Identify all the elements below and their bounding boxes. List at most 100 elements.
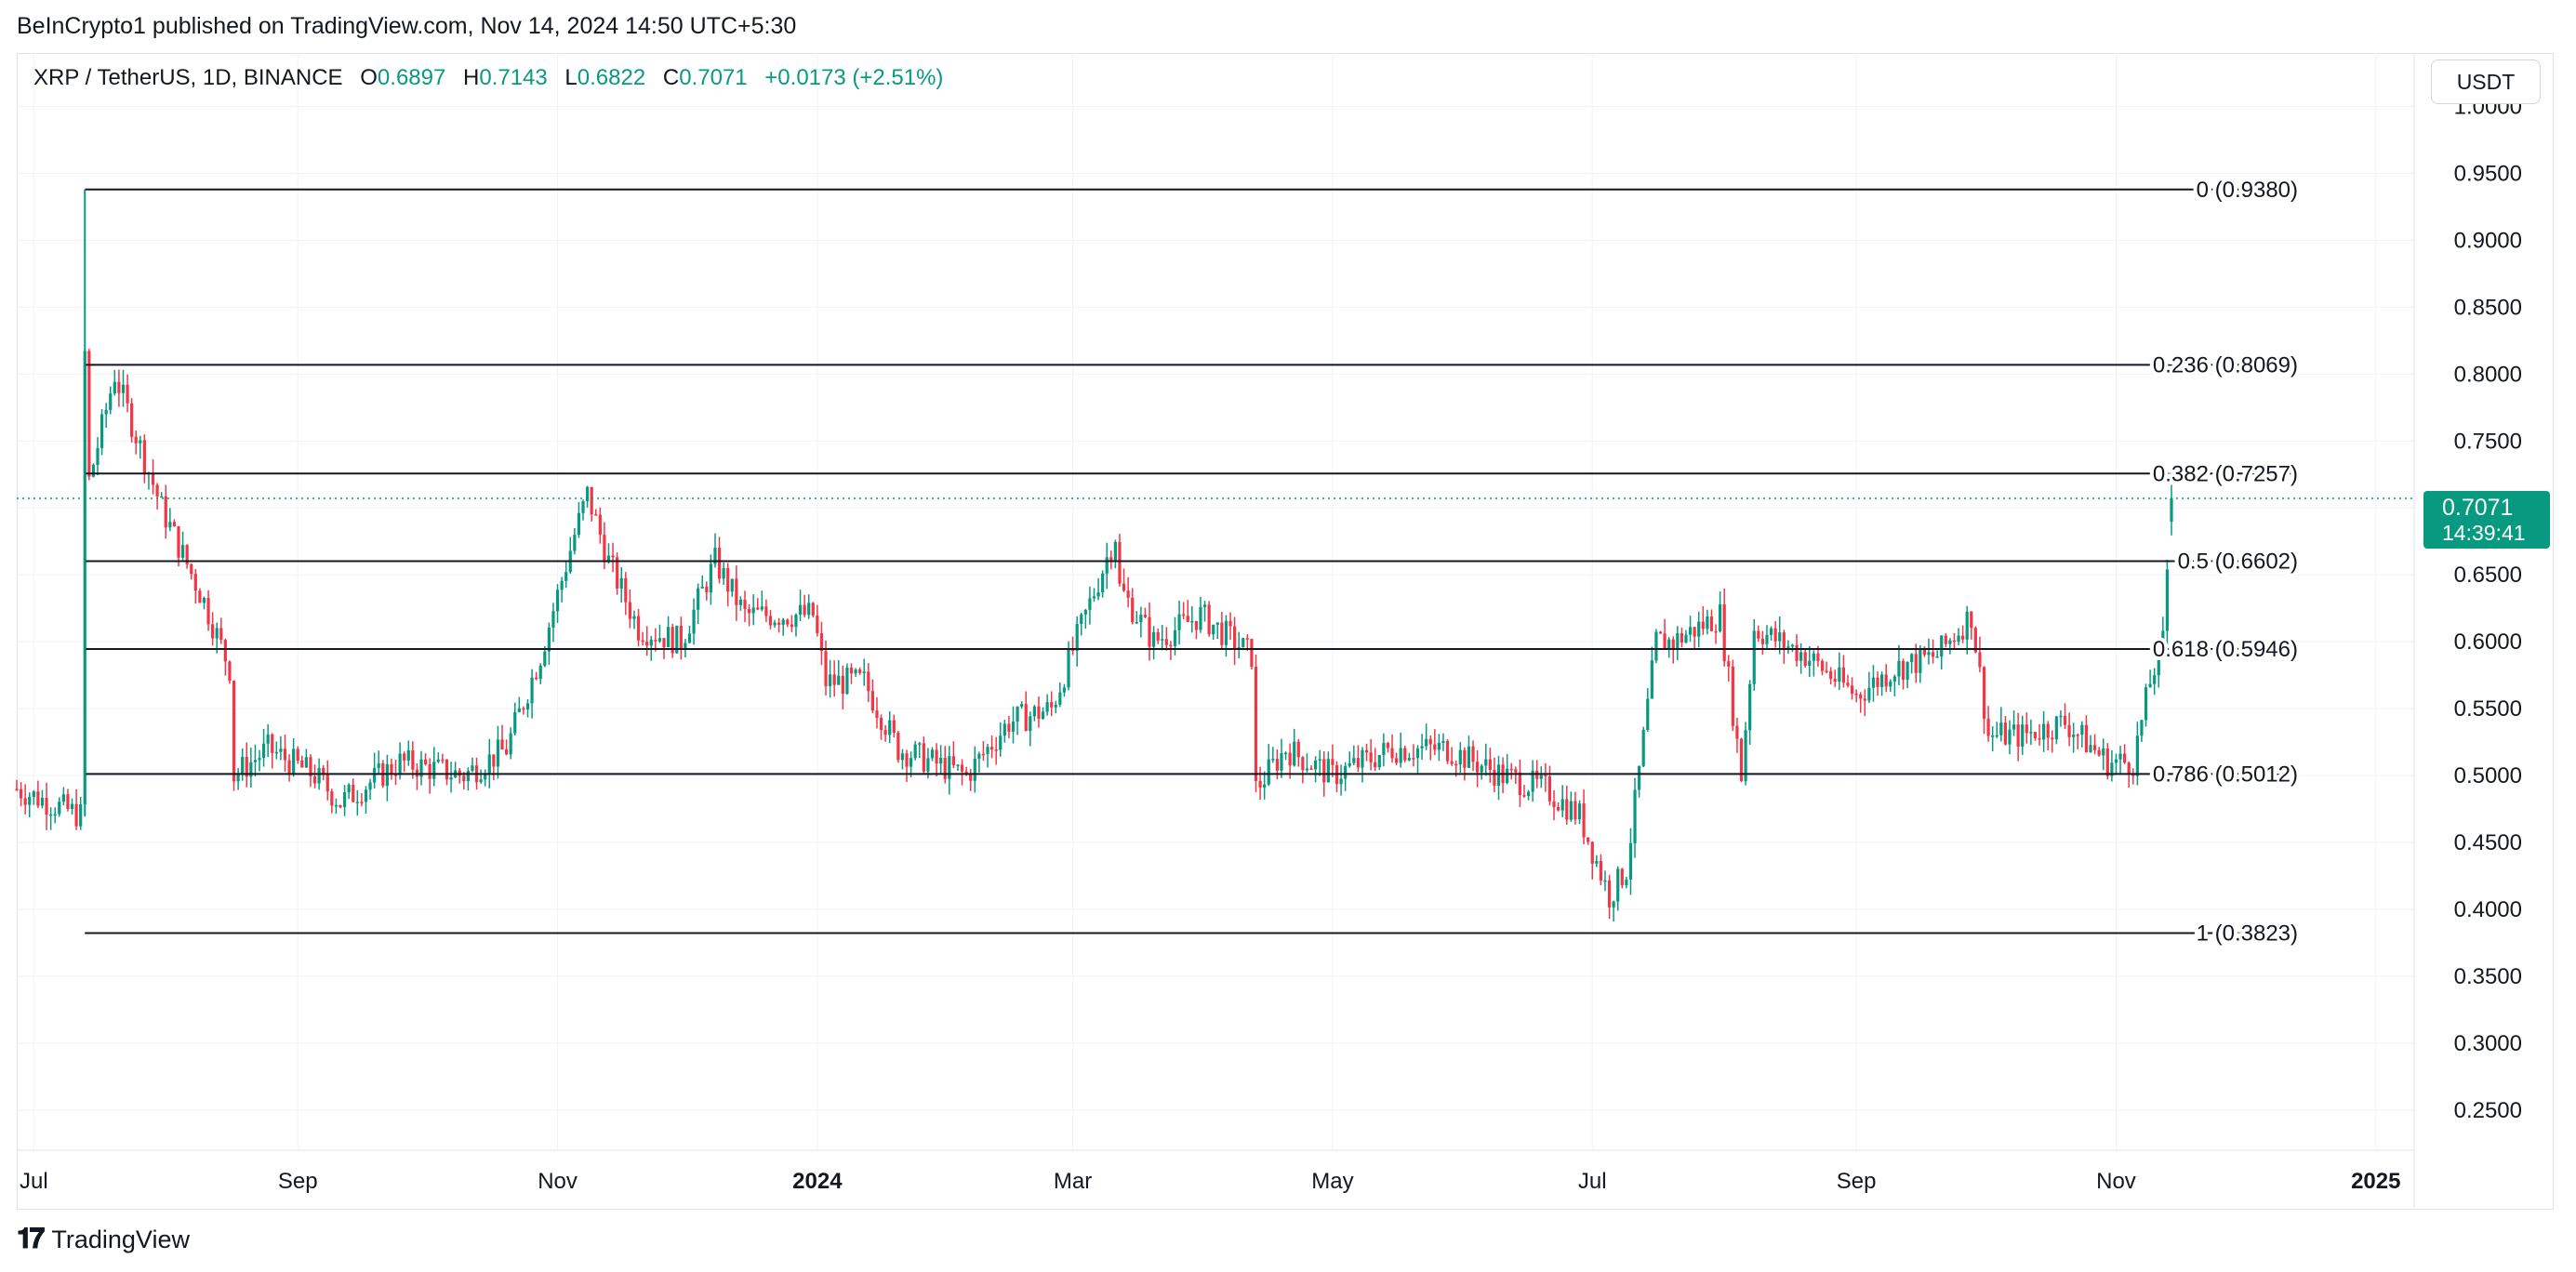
candle-body bbox=[666, 627, 671, 648]
candle-body bbox=[1092, 596, 1096, 599]
candle-body bbox=[781, 619, 785, 625]
fib-level-label: 0.236 (0.8069) bbox=[2153, 352, 2298, 378]
candle-body bbox=[1412, 758, 1415, 760]
candle-body bbox=[525, 703, 530, 709]
candle-body bbox=[1778, 632, 1782, 642]
candle-body bbox=[930, 749, 935, 759]
candle-body bbox=[1314, 760, 1318, 770]
fib-level-label: 0.786 (0.5012) bbox=[2153, 762, 2298, 787]
y-tick-label: 0.6500 bbox=[2454, 563, 2522, 588]
candle-body bbox=[253, 760, 258, 762]
candle-body bbox=[283, 749, 287, 761]
candle-body bbox=[249, 762, 253, 777]
candle-body bbox=[807, 603, 811, 616]
candle-body bbox=[1782, 632, 1786, 648]
candle-body bbox=[258, 758, 261, 761]
candle-body bbox=[2008, 729, 2012, 745]
candle-body bbox=[837, 675, 841, 685]
candle-body bbox=[1118, 541, 1122, 584]
candle-body bbox=[845, 668, 849, 695]
candle-body bbox=[1820, 660, 1825, 671]
candle-body bbox=[271, 734, 274, 753]
close-value: 0.7071 bbox=[679, 65, 748, 90]
candle-body bbox=[1910, 654, 1914, 662]
candle-body bbox=[1999, 722, 2003, 735]
candle-body bbox=[777, 622, 781, 625]
candle-body bbox=[922, 743, 925, 772]
candle-body bbox=[462, 775, 466, 782]
candle-body bbox=[190, 563, 193, 575]
candle-body bbox=[2118, 753, 2122, 760]
candle-body bbox=[1684, 634, 1688, 643]
candle-body bbox=[713, 548, 717, 564]
candle-body bbox=[1735, 725, 1739, 739]
y-tick-label: 0.8500 bbox=[2454, 295, 2522, 320]
candle-body bbox=[330, 791, 334, 806]
candle-body bbox=[219, 628, 223, 641]
candle-body bbox=[373, 767, 377, 783]
symbol-name[interactable]: XRP / TetherUS, 1D, BINANCE bbox=[33, 65, 343, 90]
candle-body bbox=[577, 512, 581, 536]
candle-body bbox=[2051, 737, 2054, 740]
close-label: C bbox=[662, 65, 680, 90]
candle-body bbox=[1612, 901, 1615, 908]
candle-body bbox=[1693, 627, 1696, 637]
candle-body bbox=[619, 577, 623, 589]
candle-body bbox=[1224, 620, 1228, 645]
candle-body bbox=[130, 403, 134, 437]
candlestick-chart[interactable]: 1.00000.95000.90000.85000.80000.75000.70… bbox=[15, 53, 2552, 1208]
candle-body bbox=[1433, 744, 1437, 750]
open-label: O bbox=[360, 65, 378, 90]
candle-body bbox=[1215, 622, 1219, 625]
y-tick-label: 0.7500 bbox=[2454, 429, 2522, 454]
candle-body bbox=[1722, 604, 1726, 662]
candle-body bbox=[1526, 791, 1531, 796]
candle-body bbox=[551, 611, 555, 628]
candle-body bbox=[466, 770, 470, 782]
candle-body bbox=[2003, 722, 2008, 745]
candle-body bbox=[1437, 742, 1441, 750]
candle-body bbox=[2072, 735, 2076, 737]
candle-body bbox=[849, 668, 854, 674]
candle-body bbox=[756, 607, 760, 610]
candle-body bbox=[1476, 762, 1480, 773]
candle-body bbox=[19, 788, 23, 799]
candle-body bbox=[1207, 604, 1211, 635]
candle-body bbox=[1339, 778, 1343, 785]
candle-body bbox=[1841, 667, 1846, 683]
candle-body bbox=[1671, 639, 1675, 649]
candle-body bbox=[1880, 674, 1884, 687]
candle-body bbox=[211, 624, 215, 639]
candle-body bbox=[738, 599, 743, 605]
candle-body bbox=[36, 791, 40, 806]
currency-button[interactable]: USDT bbox=[2431, 60, 2541, 104]
candle-body bbox=[385, 763, 389, 787]
candle-body bbox=[751, 607, 755, 614]
candle-body bbox=[1833, 679, 1837, 682]
candle-body bbox=[951, 756, 955, 766]
candle-body bbox=[1897, 660, 1901, 677]
candle-body bbox=[160, 496, 164, 498]
candle-body bbox=[1808, 660, 1812, 666]
tradingview-logo[interactable]: 𝟏𝟕 TradingView bbox=[17, 1224, 190, 1255]
candle-body bbox=[1420, 746, 1424, 749]
candle-body bbox=[28, 797, 32, 805]
candle-body bbox=[1020, 704, 1024, 707]
candle-body bbox=[1045, 702, 1049, 712]
candle-body bbox=[61, 794, 65, 802]
last-price-tag: 0.7071 14:39:41 bbox=[2423, 491, 2550, 549]
candle-body bbox=[1143, 615, 1148, 617]
candle-body bbox=[45, 798, 48, 815]
candle-body bbox=[1364, 749, 1369, 753]
candle-body bbox=[943, 757, 947, 779]
candle-body bbox=[134, 436, 138, 444]
candle-body bbox=[471, 765, 474, 771]
candle-body bbox=[1041, 711, 1045, 720]
candle-body bbox=[1003, 723, 1006, 736]
candle-body bbox=[1407, 758, 1411, 761]
candle-body bbox=[879, 717, 883, 731]
candle-body bbox=[1309, 768, 1313, 770]
candle-body bbox=[773, 622, 777, 626]
candle-body bbox=[1450, 761, 1454, 764]
candle-body bbox=[1506, 768, 1509, 784]
